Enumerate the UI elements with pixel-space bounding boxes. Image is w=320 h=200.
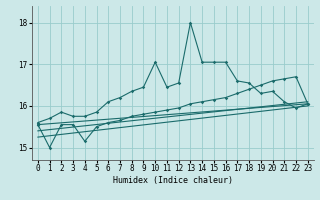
X-axis label: Humidex (Indice chaleur): Humidex (Indice chaleur) [113, 176, 233, 185]
